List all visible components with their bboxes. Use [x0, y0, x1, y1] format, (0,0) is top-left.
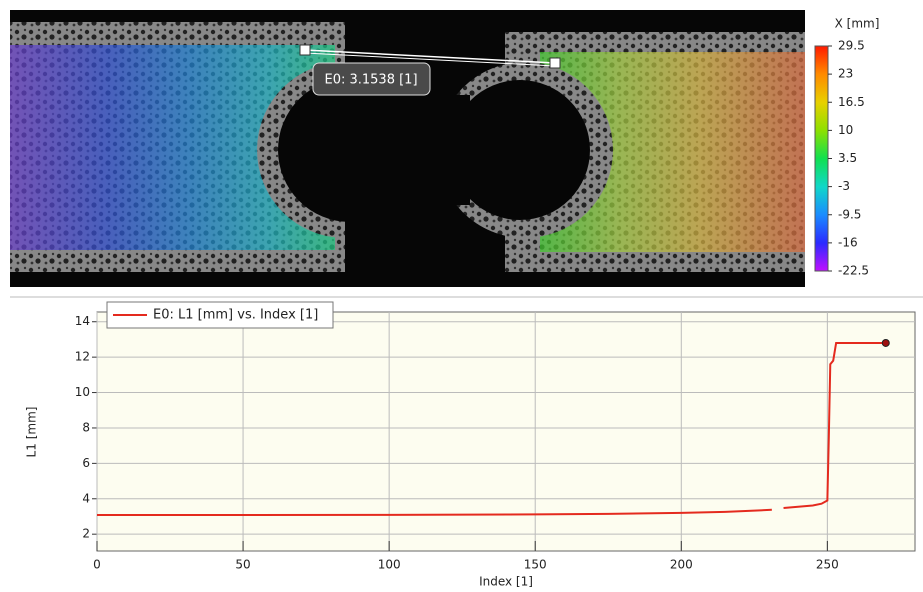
colorbar-tick-label: 23 [838, 67, 853, 81]
colorbar-tick-label: 10 [838, 123, 853, 137]
colorbar [814, 45, 829, 272]
colorbar-tick-label: 3.5 [838, 151, 857, 165]
annotation: E0: 3.1538 [1] [324, 73, 417, 88]
y-tick-label: 6 [82, 456, 90, 470]
y-tick-label: 4 [82, 491, 90, 505]
data-line [97, 341, 886, 517]
colorbar-tick-label: -22.5 [838, 264, 869, 278]
y-axis-label: L1 [mm] [25, 407, 39, 458]
y-tick-label: 12 [75, 350, 90, 364]
colorbar-tick-label: 29.5 [838, 39, 865, 53]
x-tick-label: 50 [235, 558, 250, 572]
x-tick-label: 200 [670, 558, 693, 572]
x-tick-label: 100 [378, 558, 401, 572]
y-tick-label: 8 [82, 420, 90, 434]
plot-area [96, 311, 916, 552]
left-specimen [10, 22, 435, 272]
y-tick-label: 10 [75, 385, 90, 399]
end-marker [881, 338, 890, 347]
y-tick-label: 14 [75, 314, 90, 328]
colorbar-title: X [mm] [835, 17, 880, 31]
x-tick-label: 150 [524, 558, 547, 572]
colorbar-tick-label: 16.5 [838, 95, 865, 109]
colorbar-tick-label: -3 [838, 179, 850, 193]
legend [106, 301, 334, 329]
x-axis-label: Index [1] [479, 575, 533, 589]
legend-label: E0: L1 [mm] vs. Index [1] [153, 308, 318, 323]
colorbar-tick-label: -9.5 [838, 207, 861, 221]
x-tick-label: 250 [816, 558, 839, 572]
colorbar-tick-label: -16 [838, 235, 858, 249]
extensometer: E0: 3.1538 [1] [299, 44, 561, 96]
x-tick-label: 0 [93, 558, 101, 572]
right-specimen [430, 32, 805, 272]
y-tick-label: 2 [82, 527, 90, 541]
